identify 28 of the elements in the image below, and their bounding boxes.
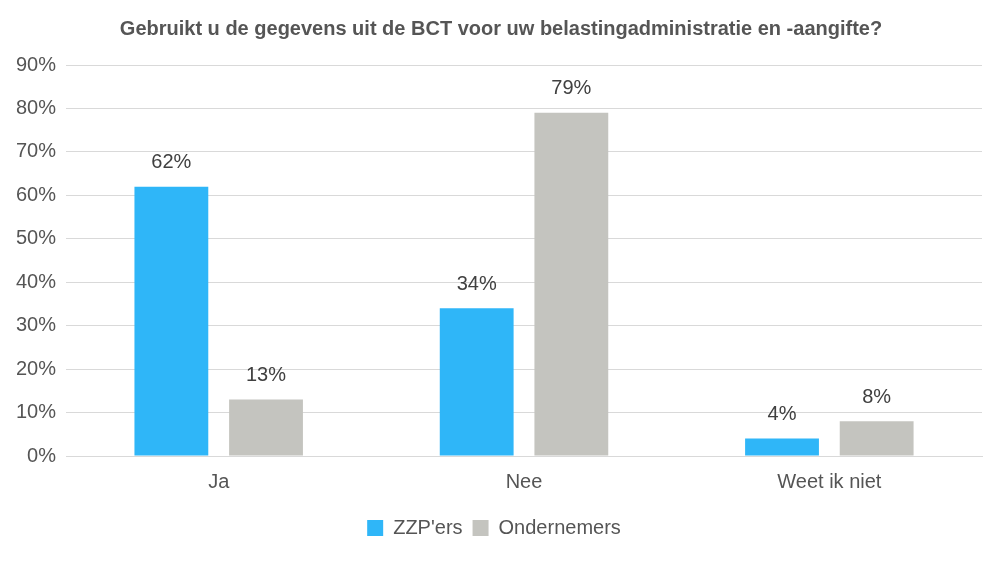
- y-tick-label: 40%: [16, 269, 57, 292]
- chart-title: Gebruikt u de gegevens uit de BCT voor uw belastingadministratie en -aangifte?: [118, 16, 884, 41]
- legend-label: Ondernemers: [498, 515, 621, 538]
- y-tick-label: 90%: [16, 52, 57, 75]
- text: 79%: [551, 76, 592, 99]
- bar: [229, 399, 303, 456]
- y-tick-label: 80%: [16, 95, 57, 118]
- text: 34%: [456, 271, 497, 294]
- y-tick-label: 0%: [27, 443, 57, 466]
- text: 62%: [151, 150, 192, 173]
- y-tick-label: 70%: [16, 139, 57, 162]
- y-tick-label: 60%: [16, 182, 57, 205]
- x-tick-label: Nee: [505, 469, 543, 492]
- text: 8%: [862, 384, 892, 407]
- bar: [839, 421, 914, 456]
- text: 4%: [767, 402, 797, 425]
- legend-label: ZZP'ers: [393, 515, 463, 538]
- bar: [134, 186, 209, 456]
- x-tick-label: Ja: [208, 469, 231, 492]
- y-tick-label: 30%: [16, 313, 57, 336]
- text: 13%: [246, 363, 287, 386]
- bar: [745, 438, 819, 456]
- bar: [439, 308, 514, 456]
- bar: [534, 112, 609, 456]
- y-tick-label: 10%: [16, 400, 57, 423]
- y-tick-label: 20%: [16, 356, 57, 379]
- x-tick-label: Weet ik niet: [777, 469, 882, 492]
- y-tick-label: 50%: [16, 226, 57, 249]
